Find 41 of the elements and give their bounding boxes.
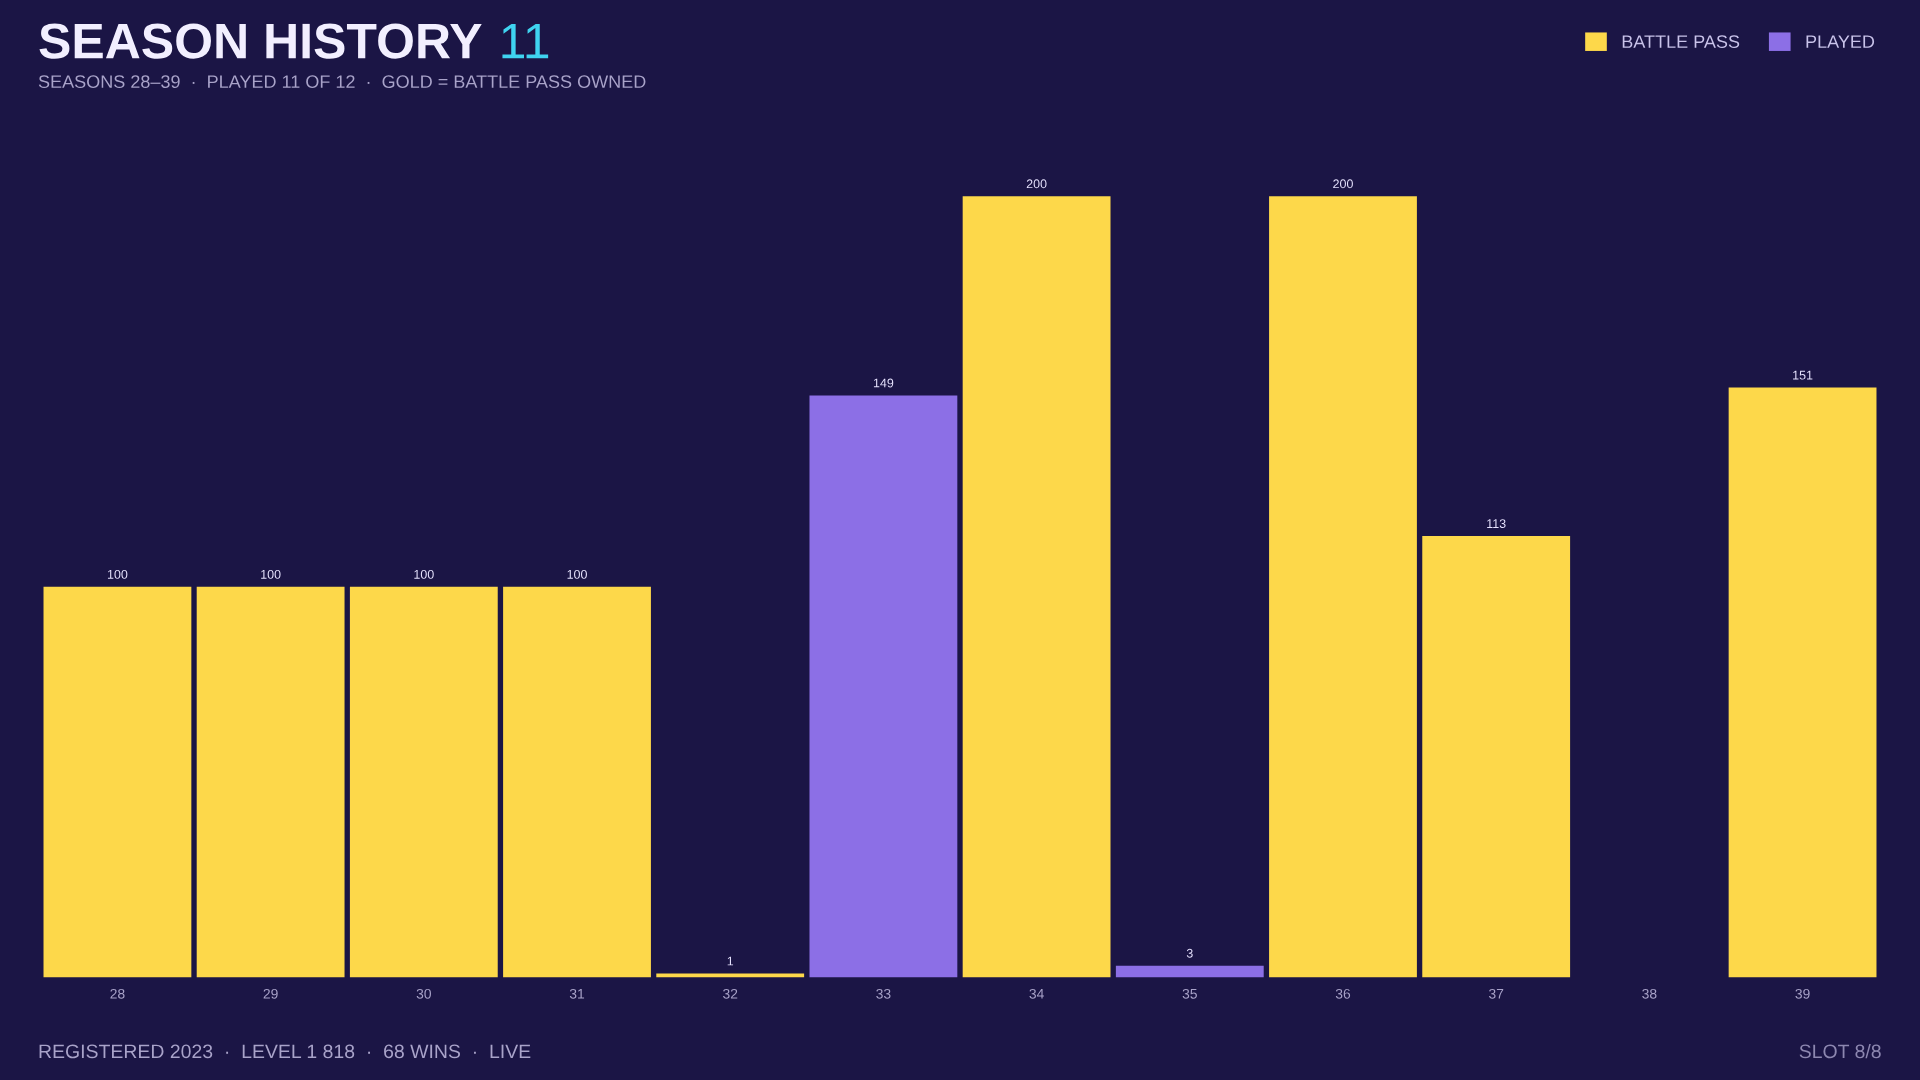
- data-label: 1: [727, 956, 734, 966]
- x-tick-label: 28: [110, 988, 125, 999]
- x-tick-label: 36: [1335, 988, 1351, 999]
- data-label: 200: [1333, 179, 1353, 189]
- text: 11: [502, 23, 549, 59]
- bar: [349, 586, 498, 978]
- x-tick-label: 34: [1029, 988, 1044, 999]
- legend-label: BATTLE PASS: [1622, 35, 1740, 48]
- data-label: 113: [1487, 519, 1506, 529]
- data-label: 100: [414, 569, 434, 579]
- data-label: 149: [873, 378, 894, 388]
- x-tick-label: 30: [416, 988, 431, 999]
- x-tick-label: 31: [569, 988, 585, 999]
- data-label: 200: [1026, 179, 1047, 189]
- x-tick-label: 29: [263, 988, 278, 999]
- bar: [196, 586, 345, 978]
- x-tick-label: 35: [1182, 988, 1197, 999]
- bar: [503, 586, 651, 978]
- bar: [656, 973, 805, 978]
- x-tick-label: 33: [876, 988, 891, 999]
- x-tick-label: 39: [1795, 988, 1810, 999]
- text: SLOT 8/8: [1799, 1043, 1881, 1059]
- legend-label: PLAYED: [1806, 35, 1875, 48]
- data-label: 100: [567, 569, 587, 579]
- data-label: 100: [261, 569, 281, 579]
- data-label: 3: [1186, 948, 1193, 958]
- bar: [1269, 196, 1417, 978]
- bar: [1115, 965, 1264, 978]
- bar: [1728, 387, 1877, 978]
- bar: [43, 586, 192, 978]
- x-tick-label: 38: [1642, 988, 1657, 999]
- data-label: 151: [1793, 370, 1813, 380]
- chart-subtitle: SEASONS 28–39 · PLAYED 11 OF 12 · GOLD = BATTLE PASS OWNED: [38, 75, 646, 89]
- data-label: 100: [107, 569, 128, 579]
- chart-title: SEASON HISTORY: [39, 23, 482, 59]
- text: REGISTERED 2023 · LEVEL 1 818 · 68 WINS · LIVE: [39, 1044, 531, 1059]
- bar: [962, 196, 1111, 978]
- bar: [1422, 536, 1571, 978]
- bar: [809, 395, 958, 978]
- x-tick-label: 32: [723, 988, 738, 999]
- x-tick-label: 37: [1488, 988, 1504, 999]
